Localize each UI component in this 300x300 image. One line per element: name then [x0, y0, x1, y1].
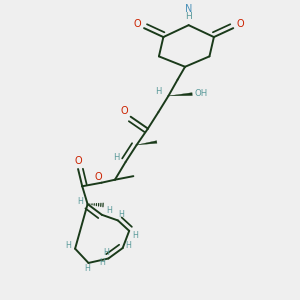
Text: H: H	[106, 206, 112, 215]
Text: OH: OH	[195, 89, 208, 98]
Text: O: O	[94, 172, 102, 182]
Text: H: H	[118, 210, 124, 219]
Polygon shape	[168, 93, 192, 96]
Text: H: H	[132, 231, 138, 240]
Text: H: H	[77, 197, 83, 206]
Polygon shape	[136, 141, 157, 145]
Text: O: O	[120, 106, 128, 116]
Text: H: H	[113, 153, 120, 162]
Text: H: H	[155, 87, 161, 96]
Text: H: H	[125, 241, 131, 250]
Text: H: H	[103, 248, 109, 257]
Text: H: H	[185, 12, 192, 21]
Text: H: H	[66, 241, 71, 250]
Text: H: H	[99, 258, 105, 267]
Text: N: N	[185, 4, 192, 14]
Text: O: O	[236, 19, 244, 29]
Text: H: H	[84, 264, 90, 273]
Text: O: O	[134, 19, 141, 29]
Text: O: O	[74, 156, 82, 166]
